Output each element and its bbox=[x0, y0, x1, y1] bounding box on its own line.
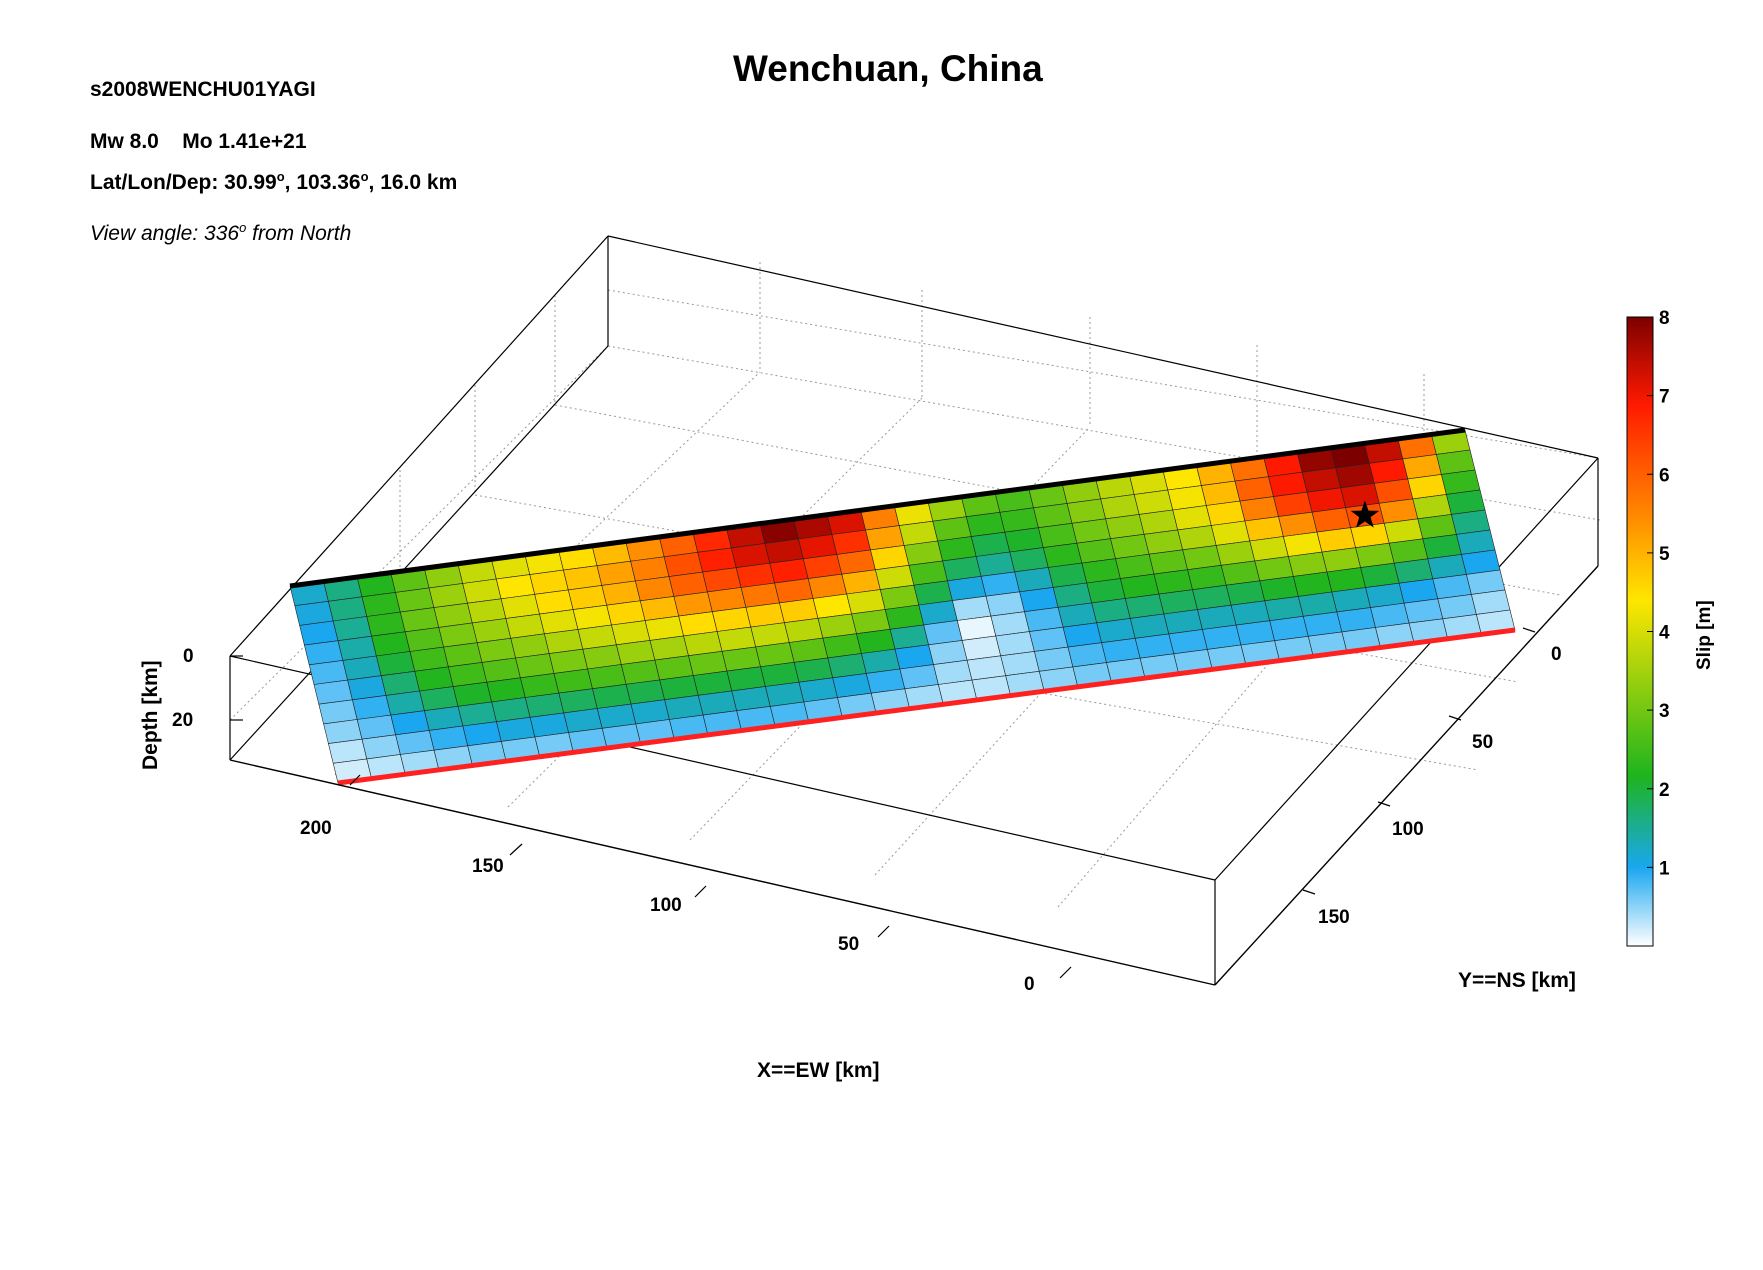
magnitude: Mw 8.0 bbox=[90, 130, 159, 153]
x-tick-label: 150 bbox=[472, 856, 504, 877]
fault-plane bbox=[289, 429, 1516, 784]
colorbar-tick-label: 2 bbox=[1659, 780, 1670, 801]
axis-box-front bbox=[229, 565, 1599, 986]
hypocenter-star bbox=[1350, 500, 1380, 528]
view-angle-suffix: from North bbox=[246, 222, 352, 245]
latitude: 30.99 bbox=[224, 171, 277, 194]
colorbar-tick-label: 7 bbox=[1659, 387, 1670, 408]
colorbar-tick-label: 8 bbox=[1659, 308, 1670, 329]
x-tick-label: 50 bbox=[838, 934, 859, 955]
y-tick-label: 150 bbox=[1318, 907, 1350, 928]
longitude: 103.36 bbox=[296, 171, 361, 194]
fault-top-edge bbox=[289, 427, 1466, 589]
x-axis-label: X==EW [km] bbox=[757, 1059, 880, 1082]
colorbar-tick-label: 4 bbox=[1659, 623, 1670, 644]
degree-mark: o bbox=[360, 169, 369, 184]
hypocenter-marker bbox=[1350, 500, 1380, 528]
seismic-moment: Mo 1.41e+21 bbox=[182, 130, 307, 153]
view-angle-label: View angle: 336 bbox=[90, 222, 240, 245]
y-tick-label: 50 bbox=[1472, 732, 1493, 753]
colorbar-tick-label: 1 bbox=[1659, 858, 1670, 879]
degree-mark: o bbox=[239, 220, 247, 235]
location-text: Lat/Lon/Dep: 30.99o, 103.36o, 16.0 km bbox=[90, 169, 458, 194]
colorbar-tick-label: 5 bbox=[1659, 544, 1670, 565]
x-tick-label: 100 bbox=[650, 895, 682, 916]
y-tick-label: 100 bbox=[1392, 819, 1424, 840]
tick-labels: 0 20 200 150 100 50 0 0 50 100 150 bbox=[172, 644, 1562, 995]
magnitude-text: Mw 8.0 Mo 1.41e+21 bbox=[90, 130, 307, 154]
tick-marks bbox=[230, 627, 1536, 979]
z-tick-label: 20 bbox=[172, 710, 193, 731]
depth: 16.0 km bbox=[380, 171, 458, 194]
location-label: Lat/Lon/Dep: bbox=[90, 171, 225, 194]
colorbar-label: Slip [m] bbox=[1694, 600, 1715, 670]
colorbar-tick-label: 6 bbox=[1659, 465, 1670, 486]
z-tick-label: 0 bbox=[183, 646, 194, 667]
y-axis-label: Y==NS [km] bbox=[1458, 969, 1576, 992]
z-axis-label: Depth [km] bbox=[139, 660, 162, 770]
x-tick-label: 0 bbox=[1024, 974, 1035, 995]
x-tick-label: 200 bbox=[300, 818, 332, 839]
colorbar-ticks: 1 2 3 4 5 6 7 8 bbox=[1647, 308, 1670, 879]
chart-title: Wenchuan, China bbox=[733, 48, 1043, 89]
view-angle-text: View angle: 336o from North bbox=[90, 220, 351, 246]
degree-mark: o bbox=[276, 169, 285, 184]
colorbar-tick-label: 3 bbox=[1659, 701, 1670, 722]
fault-bottom-edge bbox=[337, 627, 1516, 786]
y-tick-label: 0 bbox=[1551, 644, 1562, 665]
event-id: s2008WENCHU01YAGI bbox=[90, 78, 316, 101]
fault-edges bbox=[289, 427, 1516, 786]
